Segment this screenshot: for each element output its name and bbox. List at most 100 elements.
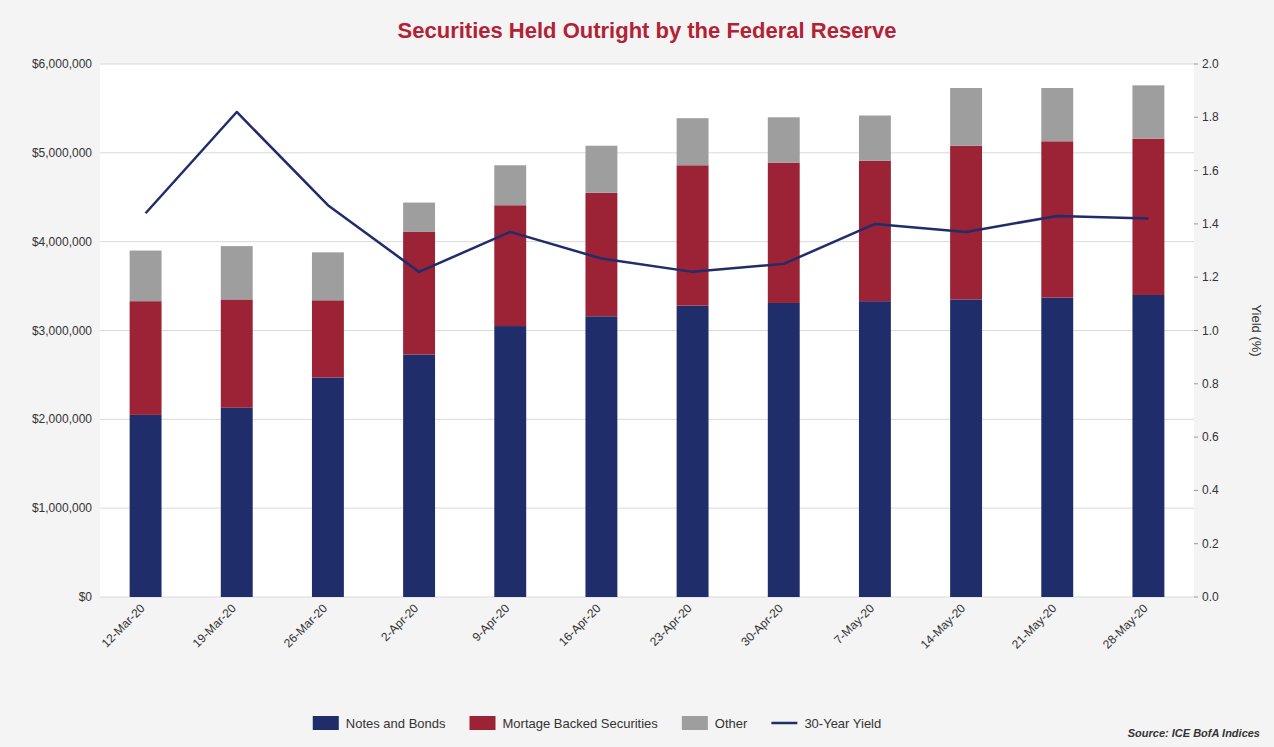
bar	[130, 301, 162, 415]
y-tick-label: $1,000,000	[32, 501, 92, 515]
x-tick-label: 16-Apr-20	[556, 601, 604, 649]
bar	[1041, 88, 1073, 141]
bar	[130, 415, 162, 597]
y2-tick-label: 0.2	[1202, 537, 1219, 551]
bar	[859, 116, 891, 161]
grid	[100, 64, 1194, 597]
y2-tick	[1194, 597, 1198, 598]
x-tick-label: 23-Apr-20	[647, 601, 695, 649]
legend-item: Mortage Backed Securities	[470, 716, 659, 731]
x-tick-label: 26-Mar-20	[281, 601, 330, 650]
y2-tick	[1194, 383, 1198, 384]
y2-tick-label: 1.0	[1202, 324, 1219, 338]
y-tick-label: $0	[79, 590, 93, 604]
x-tick-label: 19-Mar-20	[190, 601, 239, 650]
bar	[859, 301, 891, 597]
bar	[950, 88, 982, 146]
y2-tick	[1194, 170, 1198, 171]
bar	[768, 303, 800, 597]
y2-tick	[1194, 330, 1198, 331]
source-note: Source: ICE BofA Indices	[1128, 727, 1260, 739]
bar	[950, 299, 982, 597]
y-tick-label: $5,000,000	[32, 146, 92, 160]
legend-label: Mortage Backed Securities	[503, 716, 659, 731]
bar	[677, 165, 709, 305]
y2-tick	[1194, 437, 1198, 438]
grid-line	[100, 330, 1194, 331]
grid-line	[100, 508, 1194, 509]
y2-tick	[1194, 223, 1198, 224]
bar	[312, 252, 344, 300]
bar	[221, 408, 253, 597]
bar	[1041, 298, 1073, 597]
y2-tick	[1194, 490, 1198, 491]
legend-swatch	[470, 716, 496, 730]
y-tick-label: $2,000,000	[32, 412, 92, 426]
x-tick-label: 14-May-20	[918, 601, 969, 652]
bar	[130, 251, 162, 302]
y2-tick-label: 2.0	[1202, 57, 1219, 71]
bar	[677, 306, 709, 597]
grid-line	[100, 419, 1194, 420]
bar	[312, 300, 344, 377]
x-tick-label: 30-Apr-20	[738, 601, 786, 649]
line	[146, 112, 1149, 272]
bar	[768, 163, 800, 303]
bar	[1041, 141, 1073, 297]
bar	[494, 326, 526, 597]
bar	[1132, 85, 1164, 138]
title: Securities Held Outright by the Federal …	[398, 18, 897, 43]
y-tick-label: $3,000,000	[32, 324, 92, 338]
y2-tick-label: 0.4	[1202, 483, 1219, 497]
y2-tick-label: 0.0	[1202, 590, 1219, 604]
x-tick-label: 9-Apr-20	[469, 601, 512, 644]
bar	[768, 117, 800, 162]
bar	[950, 146, 982, 300]
y2-tick-label: 1.6	[1202, 164, 1219, 178]
x-tick-label: 28-May-20	[1100, 601, 1151, 652]
x-tick-label: 12-Mar-20	[99, 601, 148, 650]
y-tick-label: $4,000,000	[32, 235, 92, 249]
y2-tick-label: 1.8	[1202, 110, 1219, 124]
bar	[403, 232, 435, 355]
grid-line	[100, 241, 1194, 242]
y2-tick	[1194, 117, 1198, 118]
legend: Notes and Bonds Mortage Backed Securities…	[313, 716, 881, 731]
bar	[403, 354, 435, 597]
bar	[494, 205, 526, 326]
chart: $0 $1,000,000 $2,000,000 $3,000,000 $4,000,0…	[0, 0, 1274, 747]
y2-axis-label: Yield (%)	[1249, 304, 1264, 356]
bar	[677, 118, 709, 165]
y2-tick	[1194, 64, 1198, 65]
grid-line	[100, 152, 1194, 153]
y-tick-label: $6,000,000	[32, 57, 92, 71]
grid-line	[100, 64, 1194, 65]
x-tick-label: 21-May-20	[1009, 601, 1060, 652]
y2-tick-label: 0.8	[1202, 377, 1219, 391]
bar	[221, 246, 253, 299]
y2-tick-label: 1.2	[1202, 270, 1219, 284]
bar	[494, 165, 526, 205]
legend-label: 30-Year Yield	[804, 716, 881, 731]
legend-label: Notes and Bonds	[346, 716, 446, 731]
legend-item: 30-Year Yield	[771, 716, 881, 731]
x-tick-label: 2-Apr-20	[378, 601, 421, 644]
bar	[859, 161, 891, 301]
background	[0, 0, 1274, 747]
bar	[1132, 295, 1164, 597]
bar	[1132, 139, 1164, 295]
y2-tick-label: 0.6	[1202, 430, 1219, 444]
legend-item: Notes and Bonds	[313, 716, 446, 731]
bar	[221, 299, 253, 407]
legend-item: Other	[682, 716, 748, 731]
y2-tick	[1194, 277, 1198, 278]
legend-label: Other	[715, 716, 748, 731]
legend-swatch	[313, 716, 339, 730]
bar	[585, 316, 617, 597]
y2-tick-label: 1.4	[1202, 217, 1219, 231]
plot-area	[100, 64, 1194, 597]
marks	[130, 85, 1165, 597]
grid-line	[100, 597, 1194, 598]
bar	[585, 146, 617, 193]
legend-swatch	[771, 722, 797, 725]
